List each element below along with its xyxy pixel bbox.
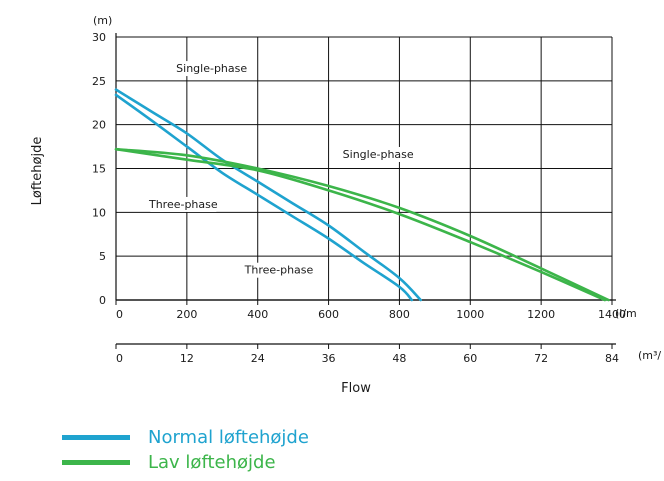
x-secondary-tick-label-60: 60	[463, 352, 477, 365]
series-0-curve-0	[114, 88, 422, 302]
x-tick-label-800: 800	[389, 308, 410, 321]
x-secondary-tick-label-24: 24	[251, 352, 265, 365]
x-unit-secondary-label: (m³/	[638, 349, 661, 362]
x-tick-label-1200: 1200	[527, 308, 555, 321]
x-ticks-primary: 0 200 400 600 800 1000 1200 1400	[116, 308, 626, 321]
series-1-curve-0	[114, 147, 610, 302]
x-secondary-tick-label-84: 84	[605, 352, 619, 365]
y-tick-label-15: 15	[92, 163, 106, 176]
x-secondary-tick-label-0: 0	[116, 352, 123, 365]
annotation-bg-0	[178, 61, 245, 77]
x-unit-primary-label: (l/m	[615, 307, 637, 320]
y-unit-label: (m)	[93, 14, 112, 27]
x-secondary-tick-label-48: 48	[392, 352, 406, 365]
legend-item-low: Lav løftehøjde	[62, 452, 276, 473]
legend-label-normal: Normal løftehøjde	[148, 427, 309, 448]
x-tick-label-1000: 1000	[456, 308, 484, 321]
y-tick-label-25: 25	[92, 75, 106, 88]
legend-item-normal: Normal løftehøjde	[62, 427, 309, 448]
y-ticks: 0 5 10 15 20 25 30	[92, 31, 106, 307]
annotation-label-0: Single-phase	[176, 62, 247, 75]
legend-label-low: Lav løftehøjde	[148, 452, 276, 473]
legend-swatch-normal	[62, 435, 130, 440]
x-tick-label-400: 400	[247, 308, 268, 321]
x-secondary-tick-label-72: 72	[534, 352, 548, 365]
grid	[115, 33, 616, 349]
curves	[114, 88, 610, 302]
series-1-curve-1	[114, 147, 607, 302]
x-ticks-secondary: 0 12 24 36 48 60 72 84	[116, 352, 619, 365]
x-tick-label-600: 600	[318, 308, 339, 321]
x-tick-label-1400: 1400	[598, 308, 626, 321]
annotation-bg-1	[345, 146, 412, 162]
y-axis-label: Løftehøjde	[30, 137, 45, 206]
y-tick-label-0: 0	[99, 294, 106, 307]
x-tick-label-200: 200	[176, 308, 197, 321]
y-tick-label-10: 10	[92, 206, 106, 219]
y-tick-label-30: 30	[92, 31, 106, 44]
x-secondary-tick-label-36: 36	[322, 352, 336, 365]
annotation-bg-3	[245, 262, 312, 278]
y-tick-label-5: 5	[99, 250, 106, 263]
x-axis-label: Flow	[341, 381, 371, 396]
annotation-label-2: Three-phase	[148, 198, 218, 211]
annotations: Single-phase Single-phase Three-phase Three…	[148, 61, 414, 278]
annotation-label-3: Three-phase	[244, 264, 314, 277]
x-tick-label-0: 0	[116, 308, 123, 321]
annotation-bg-2	[150, 196, 217, 212]
y-tick-label-20: 20	[92, 119, 106, 132]
legend-swatch-low	[62, 460, 130, 465]
x-secondary-tick-label-12: 12	[180, 352, 194, 365]
annotation-label-1: Single-phase	[343, 148, 414, 161]
series-0-curve-1	[114, 93, 414, 302]
